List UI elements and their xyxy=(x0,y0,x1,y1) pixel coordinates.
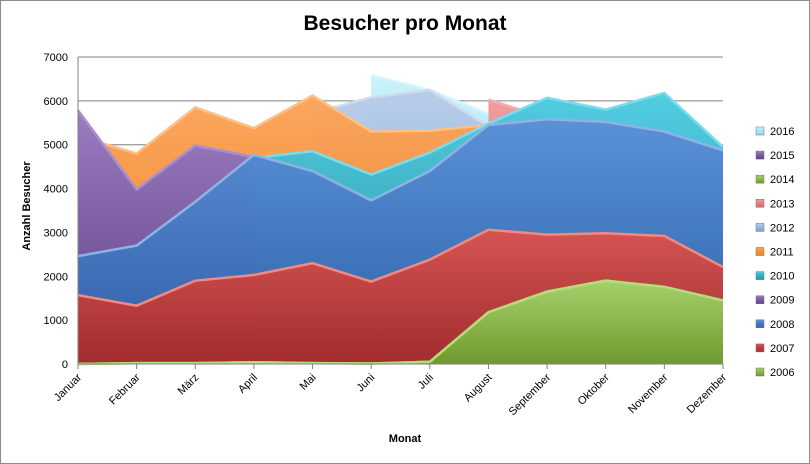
legend-swatch xyxy=(755,150,765,160)
legend-label: 2010 xyxy=(770,271,794,283)
x-tick-label: Oktober xyxy=(576,371,612,407)
area-edge-2011 xyxy=(77,94,489,155)
x-tick-label: August xyxy=(462,372,495,405)
area-edge-2009 xyxy=(76,109,255,192)
legend-swatch xyxy=(755,295,765,304)
legend-swatch xyxy=(755,319,765,329)
y-tick-label: 3000 xyxy=(44,227,68,239)
legend-swatch xyxy=(755,271,765,280)
legend-swatch xyxy=(755,174,765,184)
x-tick-label: September xyxy=(507,371,554,418)
y-tick-label: 5000 xyxy=(44,140,68,152)
legend-label: 2011 xyxy=(770,247,794,259)
chart-title: Besucher pro Monat xyxy=(303,12,507,35)
legend-label: 2009 xyxy=(770,295,794,307)
legend-label: 2013 xyxy=(770,198,794,210)
area-series-2006 xyxy=(78,280,723,364)
x-tick-label: April xyxy=(236,372,260,396)
legend-swatch xyxy=(755,247,765,256)
legend-label: 2014 xyxy=(770,174,794,186)
y-tick-label: 6000 xyxy=(44,96,68,108)
legend-label: 2008 xyxy=(770,319,794,331)
x-tick-label: Juni xyxy=(355,372,378,395)
y-tick-label: 1000 xyxy=(44,315,68,327)
legend-swatch xyxy=(755,223,765,232)
area-edge-2012 xyxy=(312,88,490,128)
area-edge-2008 xyxy=(77,118,724,258)
y-tick-label: 7000 xyxy=(44,52,68,64)
legend-label: 2016 xyxy=(770,126,794,138)
x-tick-label: Februar xyxy=(107,371,143,407)
area-edge-2010 xyxy=(253,91,724,176)
y-tick-label: 2000 xyxy=(44,271,68,283)
legend-swatch xyxy=(755,343,765,353)
x-tick-label: März xyxy=(176,372,202,398)
legend-label: 2007 xyxy=(770,343,794,355)
legend-swatch xyxy=(755,199,765,208)
area-edge-2007 xyxy=(77,228,724,307)
legend-label: 2012 xyxy=(770,222,794,234)
x-tick-label: Januar xyxy=(52,371,85,404)
legend-swatch xyxy=(755,367,765,377)
legend-swatch xyxy=(755,126,765,136)
x-axis-label: Monat xyxy=(388,433,422,445)
x-tick-label: Mai xyxy=(298,372,319,393)
y-tick-label: 0 xyxy=(62,359,68,371)
legend-label: 2015 xyxy=(770,150,794,162)
x-tick-label: Dezember xyxy=(685,371,730,416)
y-tick-label: 4000 xyxy=(44,184,68,196)
x-tick-label: November xyxy=(626,371,671,416)
legend-label: 2006 xyxy=(770,367,794,379)
area-edge-2006 xyxy=(77,279,724,366)
x-tick-label: Juli xyxy=(416,372,436,392)
